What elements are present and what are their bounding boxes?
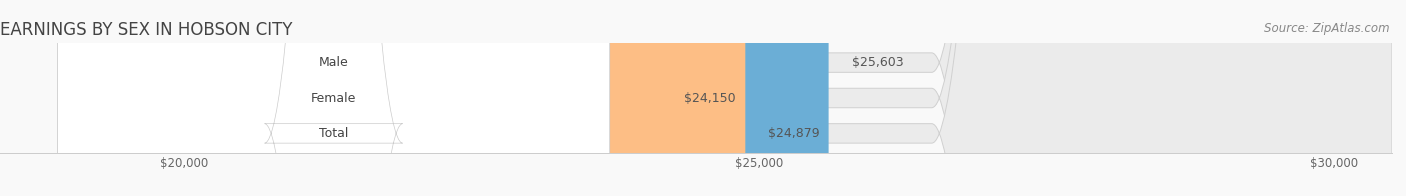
- FancyBboxPatch shape: [58, 0, 610, 196]
- FancyBboxPatch shape: [58, 0, 610, 196]
- FancyBboxPatch shape: [69, 0, 828, 196]
- Text: $24,150: $24,150: [685, 92, 737, 104]
- Text: Total: Total: [319, 127, 349, 140]
- FancyBboxPatch shape: [58, 0, 610, 196]
- FancyBboxPatch shape: [69, 0, 1392, 196]
- Text: Male: Male: [319, 56, 349, 69]
- FancyBboxPatch shape: [69, 0, 1392, 196]
- FancyBboxPatch shape: [69, 0, 745, 196]
- Text: EARNINGS BY SEX IN HOBSON CITY: EARNINGS BY SEX IN HOBSON CITY: [0, 21, 292, 39]
- Text: $24,879: $24,879: [768, 127, 820, 140]
- Text: Female: Female: [311, 92, 356, 104]
- Text: $25,603: $25,603: [852, 56, 903, 69]
- Text: Source: ZipAtlas.com: Source: ZipAtlas.com: [1264, 22, 1389, 35]
- FancyBboxPatch shape: [69, 0, 1392, 196]
- FancyBboxPatch shape: [69, 0, 661, 196]
